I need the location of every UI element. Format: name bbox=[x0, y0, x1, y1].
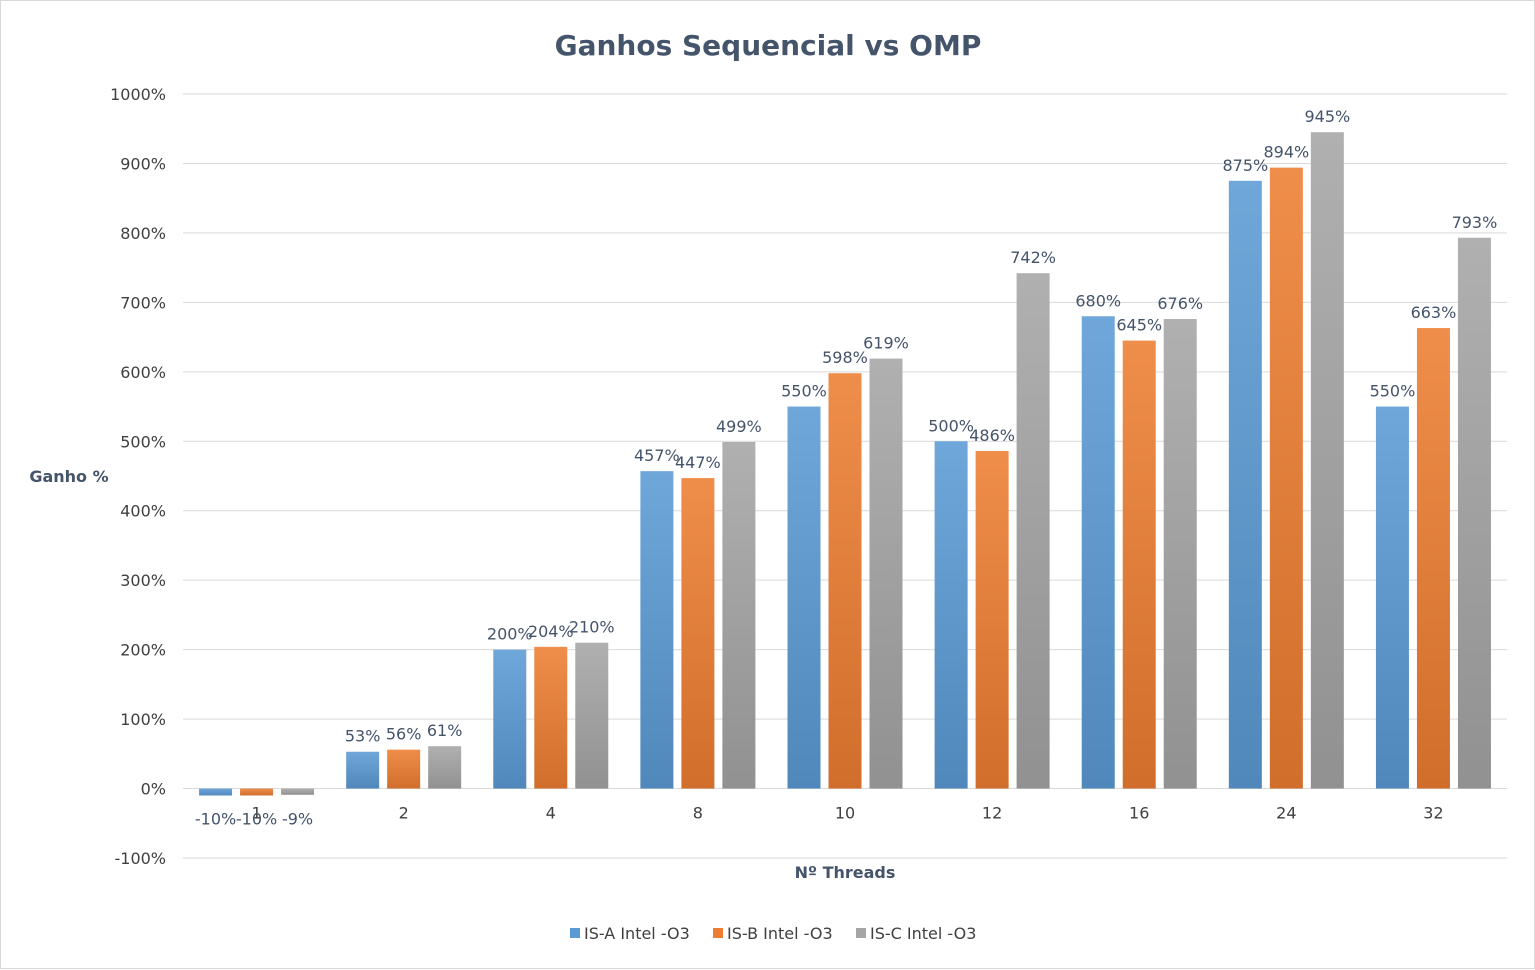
data-label: 894% bbox=[1263, 143, 1309, 162]
bar-is-c-2 bbox=[428, 746, 462, 789]
y-axis-title: Ganho % bbox=[29, 467, 108, 486]
x-axis-title: Nº Threads bbox=[795, 863, 896, 882]
x-tick-label: 1 bbox=[251, 804, 261, 823]
x-tick-label: 10 bbox=[835, 804, 855, 823]
bar-is-a-4 bbox=[493, 649, 527, 789]
data-label: -10% bbox=[236, 810, 277, 829]
y-tick-label: 0% bbox=[141, 780, 166, 799]
data-label: 645% bbox=[1116, 316, 1162, 335]
bar-is-b-8 bbox=[681, 478, 715, 789]
y-tick-label: 900% bbox=[120, 154, 166, 173]
data-label: 663% bbox=[1411, 303, 1457, 322]
x-tick-label: 12 bbox=[982, 804, 1002, 823]
legend-label: IS-A Intel -O3 bbox=[584, 924, 690, 943]
bar-is-b-12 bbox=[975, 450, 1009, 789]
x-tick-label: 24 bbox=[1276, 804, 1296, 823]
data-labels: -10% -10% -9% 53% 56% 61% 200%204%210% 457%447%… bbox=[195, 107, 1497, 828]
y-tick-label: 500% bbox=[120, 432, 166, 451]
bar-is-a-10 bbox=[787, 406, 821, 789]
data-label: 619% bbox=[863, 334, 909, 353]
bar-is-b-10 bbox=[828, 373, 862, 789]
legend: IS-A Intel -O3 IS-B Intel -O3 IS-C Intel -… bbox=[570, 924, 976, 943]
bar-is-a-32 bbox=[1375, 406, 1409, 789]
bar-is-c-24 bbox=[1310, 132, 1344, 789]
data-label: 945% bbox=[1304, 107, 1350, 126]
bar-is-c-32 bbox=[1457, 237, 1491, 789]
bar-is-a-16 bbox=[1081, 316, 1115, 789]
data-label: 680% bbox=[1075, 291, 1121, 310]
data-label: 500% bbox=[928, 416, 974, 435]
data-label: 676% bbox=[1157, 294, 1203, 313]
y-tick-label: 1000% bbox=[110, 85, 166, 104]
bar-is-a-1 bbox=[199, 788, 233, 796]
x-tick-label: 8 bbox=[693, 804, 703, 823]
data-label: 200% bbox=[487, 625, 533, 644]
bar-is-b-16 bbox=[1122, 340, 1156, 789]
bar-is-c-4 bbox=[575, 642, 609, 789]
data-label: 598% bbox=[822, 348, 868, 367]
bar-is-b-4 bbox=[534, 646, 568, 789]
y-tick-label: 300% bbox=[120, 571, 166, 590]
bar-is-b-32 bbox=[1416, 328, 1450, 789]
data-label: 56% bbox=[386, 725, 422, 744]
bar-is-b-1 bbox=[240, 788, 274, 796]
y-tick-label: 700% bbox=[120, 293, 166, 312]
legend-item: IS-C Intel -O3 bbox=[856, 924, 976, 943]
bar-is-a-8 bbox=[640, 471, 674, 789]
legend-item: IS-A Intel -O3 bbox=[570, 924, 690, 943]
y-tick-label: 400% bbox=[120, 502, 166, 521]
data-label: 550% bbox=[781, 382, 827, 401]
x-tick-label: 32 bbox=[1423, 804, 1443, 823]
data-label: 457% bbox=[634, 446, 680, 465]
y-tick-label: -100% bbox=[114, 849, 166, 868]
legend-swatch bbox=[856, 928, 866, 938]
bar-is-c-12 bbox=[1016, 273, 1050, 789]
legend-swatch bbox=[713, 928, 723, 938]
data-label: 742% bbox=[1010, 248, 1056, 267]
y-tick-label: 200% bbox=[120, 641, 166, 660]
data-label: -9% bbox=[282, 810, 313, 829]
x-tick-label: 2 bbox=[399, 804, 409, 823]
data-label: 204% bbox=[528, 622, 574, 641]
bar-is-a-12 bbox=[934, 441, 968, 789]
data-label: 793% bbox=[1452, 213, 1498, 232]
bar-is-a-2 bbox=[346, 751, 380, 789]
data-label: 875% bbox=[1222, 156, 1268, 175]
legend-label: IS-B Intel -O3 bbox=[727, 924, 833, 943]
data-label: 53% bbox=[345, 727, 381, 746]
legend-label: IS-C Intel -O3 bbox=[870, 924, 976, 943]
y-tick-label: 800% bbox=[120, 224, 166, 243]
data-label: 499% bbox=[716, 417, 762, 436]
chart-title: Ganhos Sequencial vs OMP bbox=[555, 29, 982, 62]
data-label: 210% bbox=[569, 618, 615, 637]
bar-is-b-2 bbox=[387, 749, 421, 789]
bar-is-b-24 bbox=[1269, 167, 1303, 789]
x-tick-label: 4 bbox=[546, 804, 556, 823]
data-label: -10% bbox=[195, 810, 236, 829]
bar-is-c-16 bbox=[1163, 319, 1197, 789]
data-label: 61% bbox=[427, 721, 463, 740]
data-label: 447% bbox=[675, 453, 721, 472]
x-axis-ticks: 1 2 4 8 10 12 16 24 32 bbox=[251, 804, 1443, 823]
bar-is-c-1 bbox=[281, 788, 315, 795]
legend-item: IS-B Intel -O3 bbox=[713, 924, 833, 943]
data-label: 550% bbox=[1370, 382, 1416, 401]
y-axis-ticks: -100% 0% 100% 200% 300% 400% 500% 600% 700% 800% 9… bbox=[110, 85, 166, 868]
legend-swatch bbox=[570, 928, 580, 938]
x-tick-label: 16 bbox=[1129, 804, 1149, 823]
bar-is-c-8 bbox=[722, 441, 756, 789]
bars bbox=[199, 132, 1491, 796]
y-tick-label: 600% bbox=[120, 363, 166, 382]
y-tick-label: 100% bbox=[120, 710, 166, 729]
bar-is-a-24 bbox=[1228, 180, 1262, 789]
bar-is-c-10 bbox=[869, 358, 903, 789]
data-label: 486% bbox=[969, 426, 1015, 445]
